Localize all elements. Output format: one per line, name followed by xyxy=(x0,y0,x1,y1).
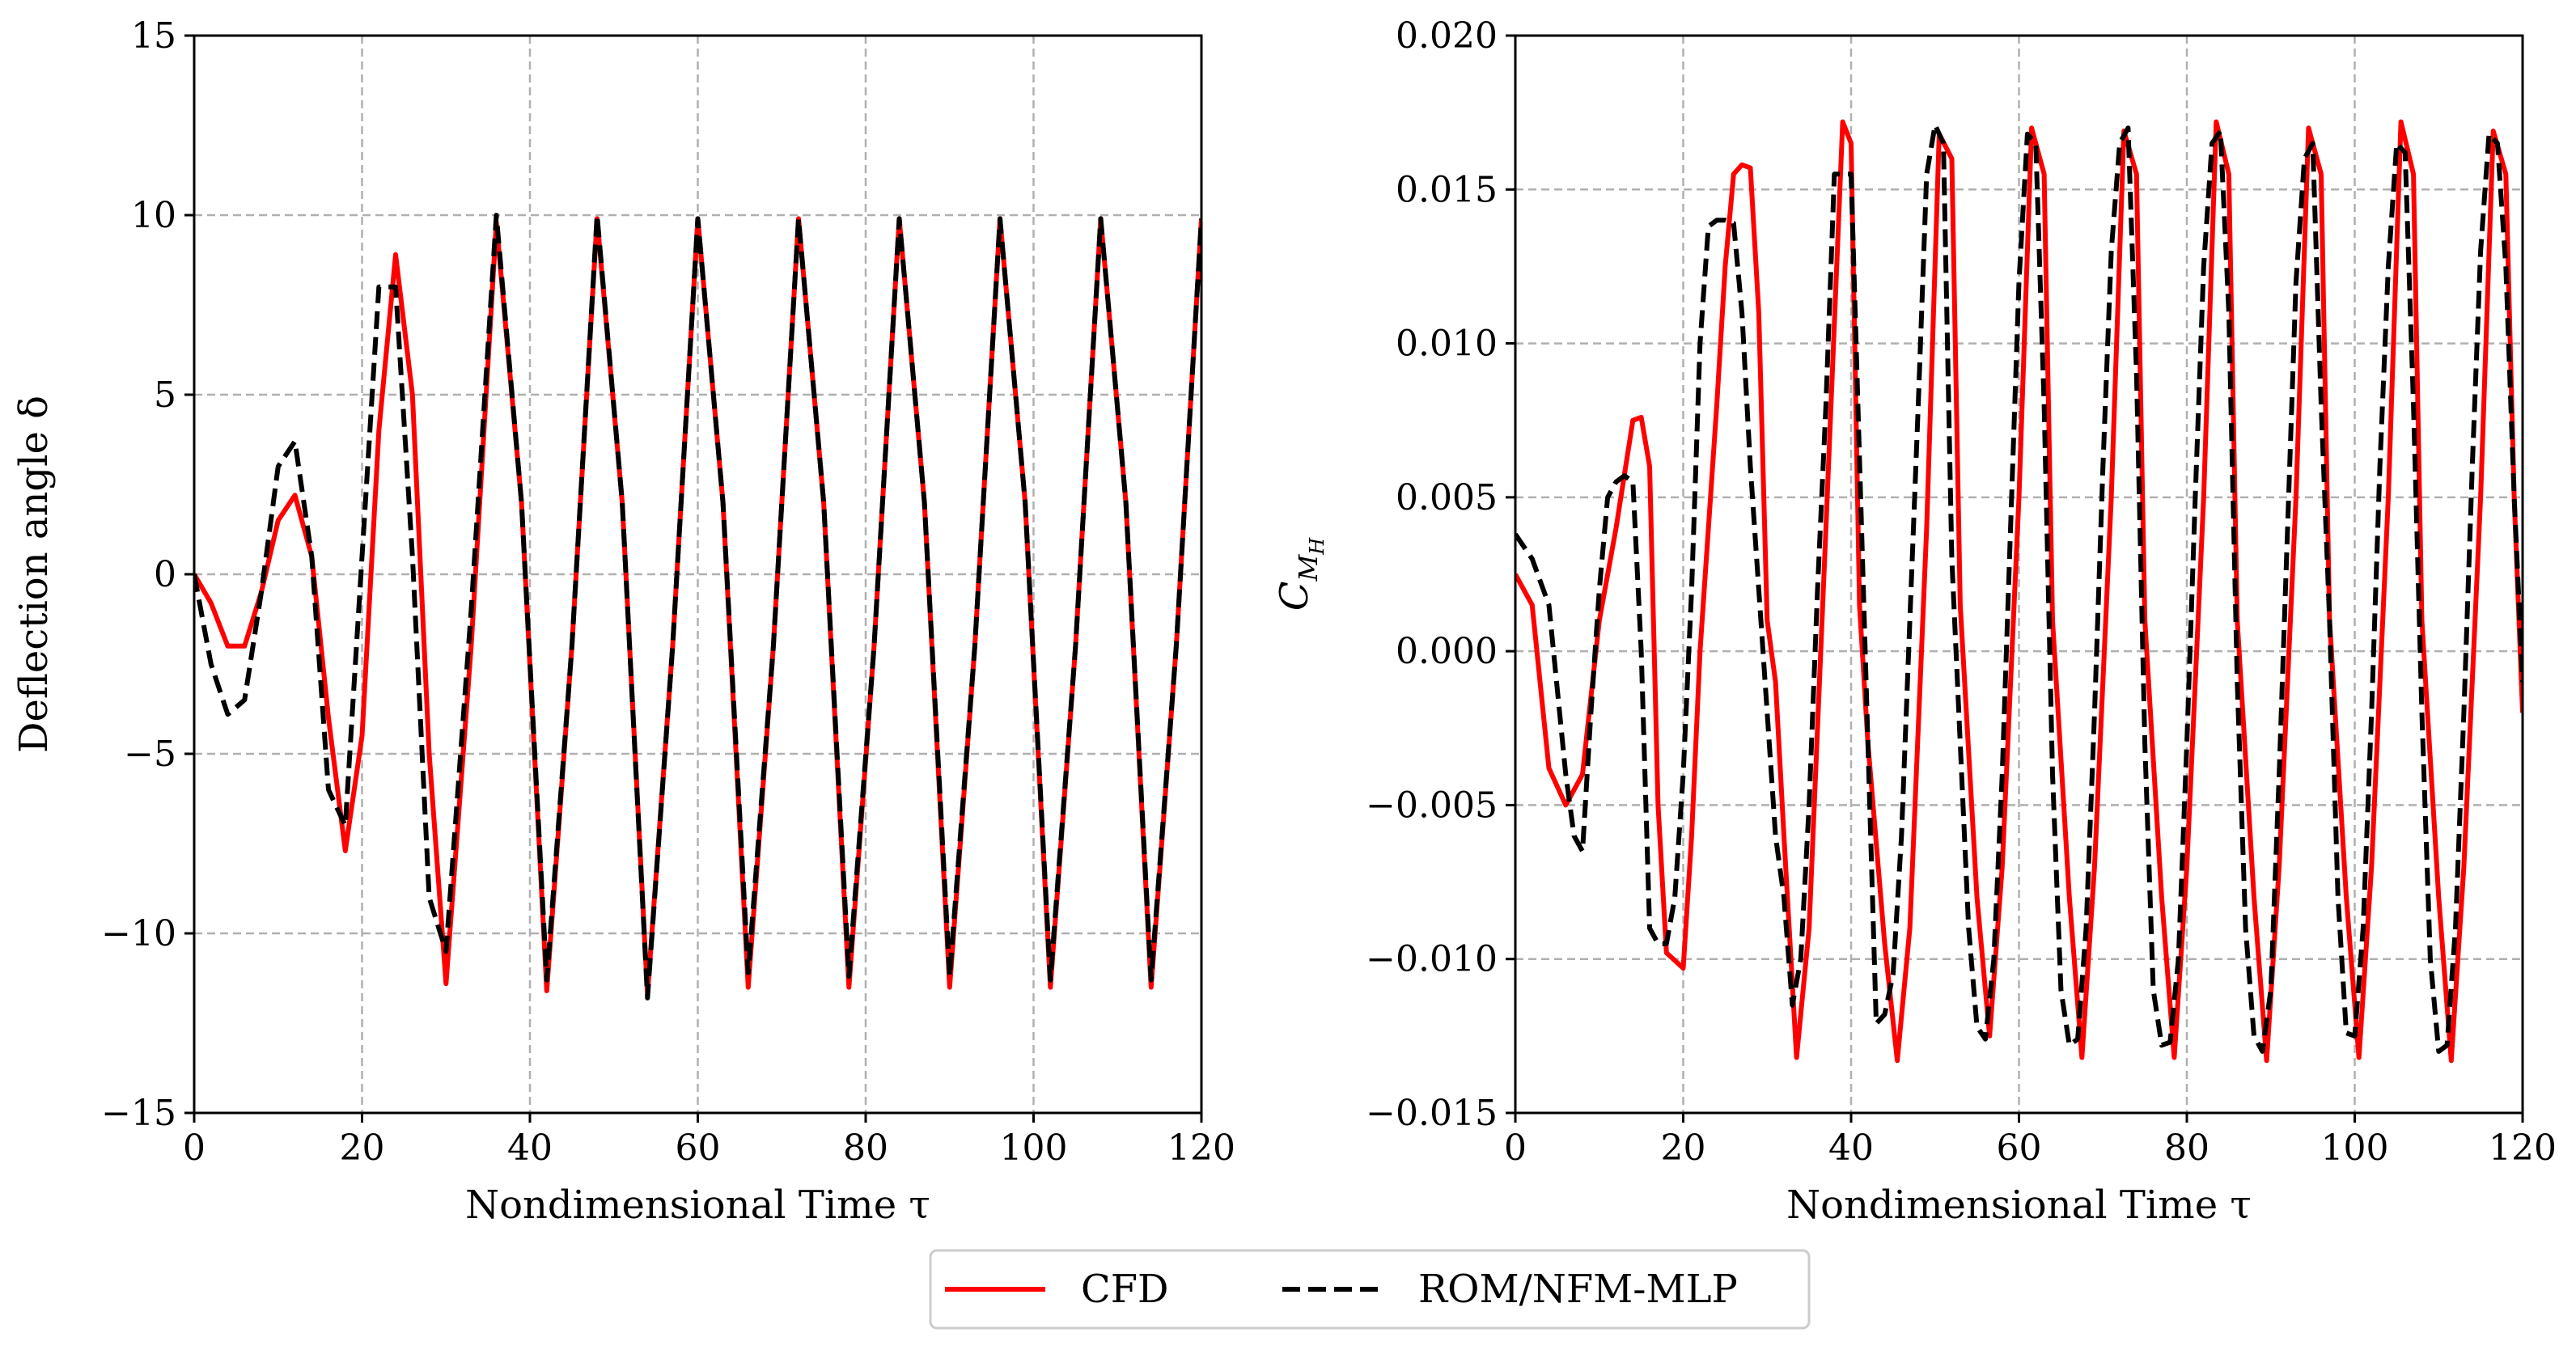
legend-label-cfd: CFD xyxy=(1081,1267,1169,1312)
legend-label-rom: ROM/NFM-MLP xyxy=(1418,1267,1738,1312)
series-group xyxy=(194,213,1201,1001)
series-group xyxy=(1515,119,2523,1064)
y-tick-label: 0.000 xyxy=(1396,631,1498,672)
y-label-subsub: H xyxy=(1306,537,1328,556)
y-tick-label: −10 xyxy=(101,913,176,954)
x-tick-label: 80 xyxy=(843,1127,888,1169)
x-tick-label: 80 xyxy=(2164,1127,2210,1169)
ticks: 0 20 40 60 80 100 120 −15 −10 −5 0 5 10 15 xyxy=(101,15,1235,1169)
y-tick-label: −0.015 xyxy=(1366,1093,1498,1134)
y-tick-label: 0.015 xyxy=(1396,169,1498,210)
y-tick-label: 10 xyxy=(131,195,176,236)
y-tick-label: 5 xyxy=(154,374,176,416)
y-axis-label: Deflection angle δ xyxy=(11,396,57,753)
y-tick-label: 0 xyxy=(154,554,176,595)
y-axis-label: CMH xyxy=(1272,537,1328,611)
x-tick-label: 0 xyxy=(183,1127,205,1169)
x-tick-label: 20 xyxy=(1661,1127,1706,1169)
x-tick-label: 120 xyxy=(1167,1127,1235,1169)
x-axis-label: Nondimensional Time τ xyxy=(465,1182,930,1228)
series-line-cfd xyxy=(1515,119,2523,1064)
x-tick-label: 20 xyxy=(340,1127,385,1169)
y-tick-label: −15 xyxy=(101,1093,176,1134)
y-label-main: C xyxy=(1272,581,1317,611)
chart-panel-moment: 0 20 40 60 80 100 120 −0.015 −0.010 −0.005 0.000 0.… xyxy=(1272,15,2557,1228)
x-tick-label: 100 xyxy=(1000,1127,1068,1169)
ticks: 0 20 40 60 80 100 120 −0.015 −0.010 −0.005 0.000 0.… xyxy=(1366,15,2557,1169)
series-line-rom-nfm-mlp xyxy=(194,213,1201,1001)
x-axis-label: Nondimensional Time τ xyxy=(1786,1182,2252,1228)
x-tick-label: 60 xyxy=(676,1127,721,1169)
x-tick-label: 100 xyxy=(2321,1127,2389,1169)
y-tick-label: 0.020 xyxy=(1396,15,1498,57)
y-tick-label: 0.010 xyxy=(1396,324,1498,365)
y-tick-label: −0.010 xyxy=(1366,939,1498,980)
chart-panel-deflection: 0 20 40 60 80 100 120 −15 −10 −5 0 5 10 15 Nondimensio… xyxy=(11,15,1235,1228)
y-tick-label: 0.005 xyxy=(1396,477,1498,518)
x-tick-label: 40 xyxy=(507,1127,553,1169)
x-tick-label: 120 xyxy=(2489,1127,2557,1169)
y-label-sub: M xyxy=(1293,553,1324,582)
x-tick-label: 40 xyxy=(1828,1127,1874,1169)
y-tick-label: 15 xyxy=(131,15,176,57)
y-tick-label: −0.005 xyxy=(1366,785,1498,826)
legend: CFD ROM/NFM-MLP xyxy=(929,1249,1811,1330)
x-tick-label: 0 xyxy=(1504,1127,1527,1169)
x-tick-label: 60 xyxy=(1997,1127,2042,1169)
y-tick-label: −5 xyxy=(124,734,176,775)
series-line-rom-nfm-mlp xyxy=(1515,122,2523,1054)
